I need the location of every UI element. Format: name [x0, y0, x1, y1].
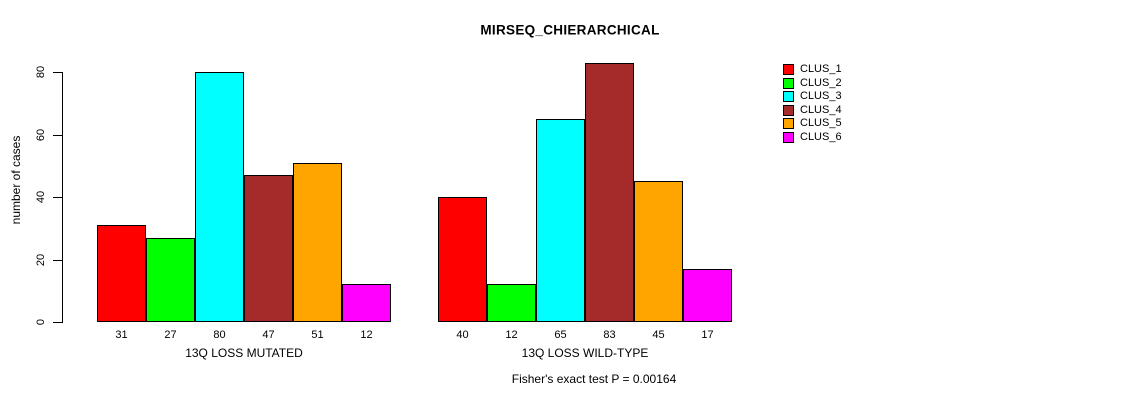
bar-clus_2-group1	[146, 238, 195, 322]
bar-value-label: 40	[456, 329, 469, 341]
legend-swatch-icon	[783, 131, 794, 143]
group-label: 13Q LOSS WILD-TYPE	[521, 346, 649, 360]
bar-clus_1-group1	[97, 225, 146, 322]
bar-clus_3-group2	[536, 119, 585, 322]
bar-value-label: 45	[652, 329, 665, 341]
legend-swatch-icon	[783, 91, 794, 102]
legend-item-clus_4: CLUS_4	[783, 103, 842, 116]
bar-value-label: 80	[213, 329, 226, 341]
bar-value-label: 83	[603, 329, 616, 341]
bar-clus_3-group1	[195, 72, 244, 322]
bar-clus_6-group2	[683, 269, 732, 322]
y-axis-tick	[53, 322, 62, 323]
legend-item-clus_5: CLUS_5	[783, 118, 842, 129]
y-axis-tick-label: 0	[35, 318, 47, 326]
legend-swatch-icon	[783, 104, 794, 116]
legend-label: CLUS_3	[800, 90, 842, 102]
legend-swatch-icon	[783, 118, 794, 129]
group-label: 13Q LOSS MUTATED	[185, 346, 303, 360]
legend-swatch-icon	[783, 77, 794, 89]
bar-value-label: 47	[262, 329, 275, 341]
chart-title: MIRSEQ_CHIERARCHICAL	[480, 22, 660, 38]
fisher-test-annotation: Fisher's exact test P = 0.00164	[511, 372, 677, 386]
bar-value-label: 17	[701, 329, 714, 341]
y-axis-tick-label: 20	[35, 253, 47, 266]
bar-value-label: 65	[554, 329, 567, 341]
bar-clus_5-group2	[634, 181, 683, 322]
legend-label: CLUS_6	[800, 130, 842, 143]
legend-item-clus_2: CLUS_2	[783, 76, 842, 89]
bar-value-label: 51	[311, 329, 324, 341]
legend-item-clus_1: CLUS_1	[783, 64, 842, 75]
bar-value-label: 27	[164, 329, 177, 341]
bar-clus_1-group2	[438, 197, 487, 322]
legend-item-clus_6: CLUS_6	[783, 130, 842, 143]
bar-clus_6-group1	[342, 284, 391, 322]
y-axis-tick	[53, 259, 62, 261]
y-axis-tick-label: 40	[35, 190, 47, 204]
y-axis-tick	[53, 134, 62, 136]
bar-value-label: 31	[115, 329, 128, 341]
legend: CLUS_1 CLUS_2 CLUS_3 CLUS_4 CLUS_5 CLUS_6	[783, 64, 842, 145]
bar-clus_2-group2	[487, 284, 536, 322]
legend-label: CLUS_5	[800, 117, 842, 129]
bar-value-label: 12	[505, 329, 518, 341]
bar-clus_5-group1	[293, 163, 342, 322]
bar-clus_4-group1	[244, 175, 293, 322]
legend-label: CLUS_4	[800, 103, 842, 116]
legend-label: CLUS_2	[800, 76, 842, 89]
bar-clus_4-group2	[585, 63, 634, 322]
y-axis-tick	[53, 72, 62, 73]
y-axis-label: number of cases	[9, 135, 23, 225]
y-axis-tick-label: 60	[35, 128, 47, 141]
y-axis-line	[62, 72, 63, 323]
legend-item-clus_3: CLUS_3	[783, 91, 842, 102]
bar-value-label: 12	[360, 329, 373, 341]
legend-label: CLUS_1	[800, 63, 842, 75]
legend-swatch-icon	[783, 64, 794, 75]
y-axis-tick-label: 80	[35, 65, 47, 79]
y-axis-tick	[53, 197, 62, 198]
